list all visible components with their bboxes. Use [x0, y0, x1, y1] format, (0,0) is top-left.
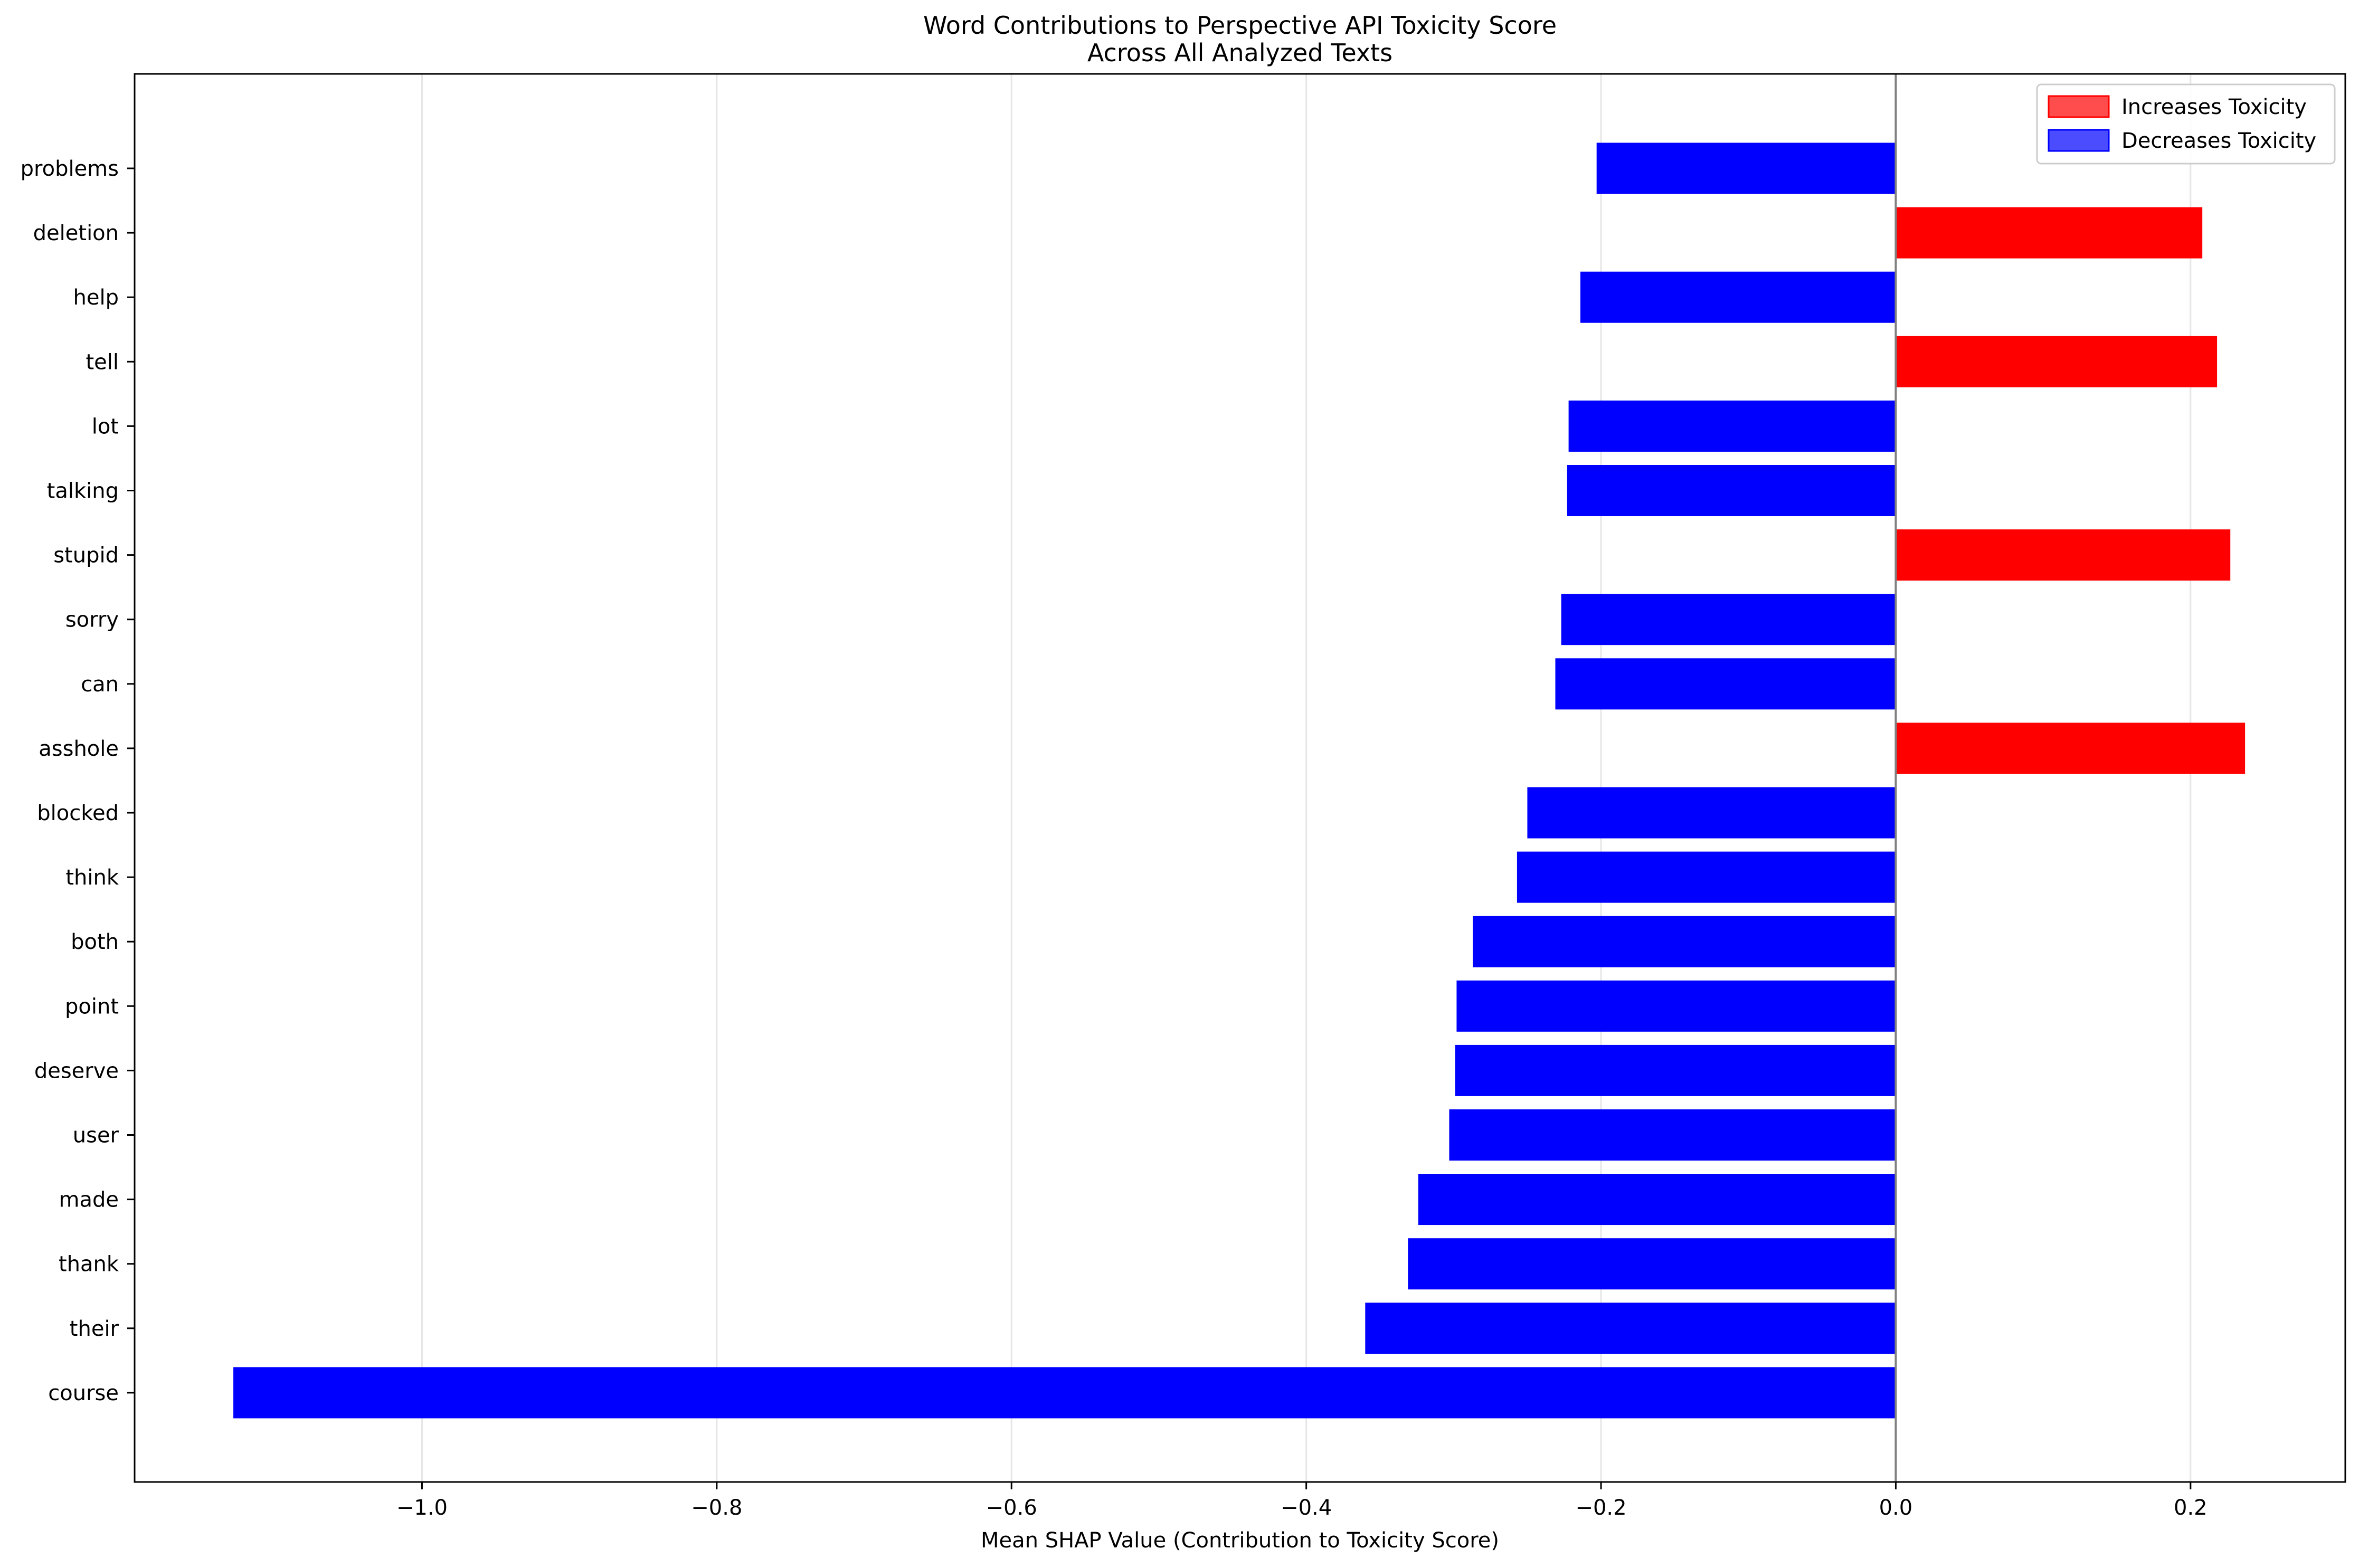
bar-thank — [1408, 1238, 1896, 1290]
y-tick-label: tell — [86, 350, 119, 374]
y-tick-label: sorry — [65, 608, 119, 632]
bar-point — [1456, 980, 1896, 1032]
bar-their — [1365, 1303, 1896, 1354]
legend-swatch — [2048, 95, 2110, 118]
y-tick-label: user — [73, 1124, 119, 1148]
y-tick-label: blocked — [37, 801, 119, 825]
legend-box — [2036, 83, 2336, 165]
bar-both — [1473, 916, 1896, 967]
bar-course — [233, 1367, 1896, 1419]
bars — [233, 142, 2246, 1419]
x-tick-label: −0.2 — [1575, 1496, 1626, 1520]
bar-deletion — [1896, 207, 2203, 259]
chart-title: Word Contributions to Perspective API To… — [923, 11, 1557, 67]
plot-frame — [134, 73, 2346, 1483]
y-tick-label: made — [59, 1188, 119, 1212]
bar-deserve — [1455, 1044, 1896, 1096]
x-tick-label: −0.8 — [691, 1496, 742, 1520]
chart-title-line: Word Contributions to Perspective API To… — [923, 11, 1557, 40]
x-tick-label: −0.4 — [1281, 1496, 1332, 1520]
bar-help — [1580, 271, 1896, 323]
legend-swatch — [2048, 129, 2110, 152]
y-tick-label: deserve — [34, 1059, 119, 1083]
x-tick-label: 0.2 — [2174, 1496, 2208, 1520]
y-tick-label: talking — [47, 479, 119, 503]
bar-blocked — [1527, 787, 1896, 839]
y-tick-label: lot — [92, 414, 119, 439]
x-tick-label: −1.0 — [396, 1496, 448, 1520]
y-tick-label: both — [71, 930, 119, 954]
y-tick-label: think — [65, 866, 119, 890]
bar-made — [1418, 1174, 1896, 1225]
legend-label: Decreases Toxicity — [2121, 129, 2316, 153]
bar-stupid — [1896, 529, 2231, 581]
bar-user — [1449, 1109, 1896, 1161]
x-axis-label: Mean SHAP Value (Contribution to Toxicit… — [981, 1528, 1499, 1553]
chart-title-line: Across All Analyzed Texts — [1087, 39, 1392, 67]
x-tick-label: 0.0 — [1879, 1496, 1913, 1520]
bar-lot — [1568, 400, 1896, 452]
y-tick-label: point — [65, 994, 119, 1019]
bar-talking — [1567, 465, 1896, 516]
legend-label: Increases Toxicity — [2121, 95, 2307, 119]
x-axis: −1.0 −0.8 −0.6 −0.4 −0.2 0.0 0.2 — [396, 1482, 2208, 1520]
y-tick-label: thank — [59, 1252, 119, 1277]
legend: Increases Toxicity Decreases Toxicity — [2036, 83, 2336, 165]
y-tick-label: problems — [21, 157, 119, 181]
y-tick-label: deletion — [33, 221, 119, 245]
y-tick-label: help — [73, 286, 119, 310]
bar-sorry — [1561, 594, 1896, 645]
y-tick-label: stupid — [53, 544, 119, 568]
y-tick-label: can — [81, 672, 119, 697]
x-tick-label: −0.6 — [986, 1496, 1037, 1520]
y-tick-label: their — [70, 1317, 119, 1341]
bar-think — [1517, 851, 1896, 903]
y-tick-label: asshole — [39, 737, 119, 761]
bar-problems — [1596, 142, 1896, 194]
y-tick-label: course — [48, 1381, 119, 1405]
bar-asshole — [1896, 723, 2246, 774]
bar-can — [1555, 658, 1896, 710]
bar-tell — [1896, 336, 2218, 387]
y-axis: problems deletion help tell lot talking stupid… — [21, 157, 135, 1405]
